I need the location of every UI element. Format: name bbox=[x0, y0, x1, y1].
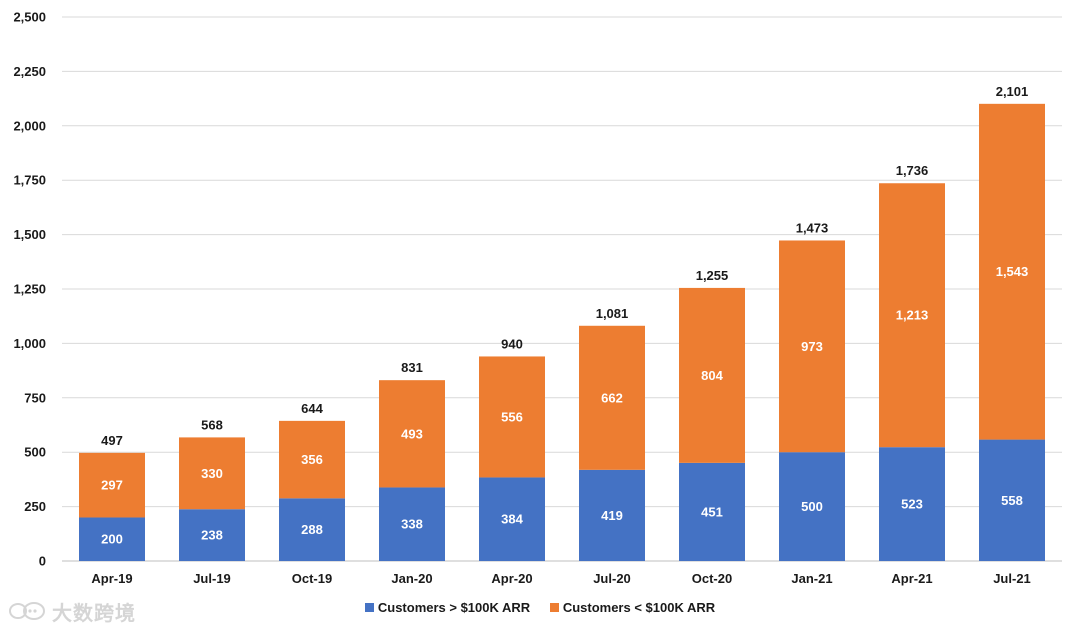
data-label: 451 bbox=[701, 504, 723, 519]
y-tick-label: 0 bbox=[39, 554, 46, 569]
bar-segment-above-100k bbox=[179, 509, 245, 561]
total-label: 1,736 bbox=[896, 163, 929, 178]
y-tick-label: 1,500 bbox=[13, 227, 46, 242]
total-label: 940 bbox=[501, 336, 523, 351]
data-label: 804 bbox=[701, 368, 723, 383]
total-label: 831 bbox=[401, 360, 423, 375]
data-label: 558 bbox=[1001, 493, 1023, 508]
data-label: 330 bbox=[201, 466, 223, 481]
data-label: 556 bbox=[501, 409, 523, 424]
legend-swatch-blue bbox=[364, 603, 374, 612]
legend-item-below-100k: Customers < $100K ARR bbox=[549, 600, 716, 615]
bar-segment-above-100k bbox=[579, 469, 645, 561]
y-axis: 0 250 500 750 1,000 1,250 1,500 1,750 2,000 2,250… bbox=[13, 10, 46, 569]
bar-segment-below-100k bbox=[979, 103, 1045, 440]
bar-segment-above-100k bbox=[779, 452, 845, 561]
bar-segment-above-100k bbox=[879, 447, 945, 561]
data-label: 384 bbox=[501, 512, 523, 527]
bar-segment-below-100k bbox=[79, 452, 145, 518]
y-tick-label: 2,000 bbox=[13, 118, 46, 133]
bar-segment-above-100k bbox=[79, 517, 145, 561]
total-label: 497 bbox=[101, 433, 123, 448]
legend-label: Customers > $100K ARR bbox=[377, 600, 531, 615]
bar-segment-above-100k bbox=[379, 487, 445, 561]
x-tick-label: Oct-19 bbox=[292, 571, 332, 586]
total-label: 568 bbox=[201, 417, 223, 432]
bar-segment-above-100k bbox=[279, 498, 345, 561]
x-tick-label: Apr-21 bbox=[891, 571, 932, 586]
x-tick-label: Apr-19 bbox=[91, 571, 132, 586]
total-label: 2,101 bbox=[996, 84, 1029, 99]
data-label: 500 bbox=[801, 499, 823, 514]
x-tick-label: Jan-20 bbox=[391, 571, 432, 586]
data-label: 1,213 bbox=[896, 308, 929, 323]
bar-segment-below-100k bbox=[279, 420, 345, 499]
watermark: 大数跨境 bbox=[8, 597, 136, 626]
bar-segment-below-100k bbox=[879, 183, 945, 448]
bar-segment-below-100k bbox=[679, 287, 745, 463]
data-label: 338 bbox=[401, 517, 423, 532]
bar-segment-above-100k bbox=[679, 462, 745, 561]
x-tick-label: Jul-20 bbox=[593, 571, 631, 586]
y-tick-label: 2,250 bbox=[13, 64, 46, 79]
x-tick-label: Oct-20 bbox=[692, 571, 732, 586]
y-tick-label: 250 bbox=[24, 499, 46, 514]
data-label: 288 bbox=[301, 522, 323, 537]
data-label: 662 bbox=[601, 390, 623, 405]
y-tick-label: 2,500 bbox=[13, 10, 46, 25]
watermark-text: 大数跨境 bbox=[52, 603, 136, 625]
total-label: 1,081 bbox=[596, 306, 629, 321]
x-tick-label: Jan-21 bbox=[791, 571, 832, 586]
x-tick-label: Jul-19 bbox=[193, 571, 231, 586]
x-axis: Apr-19 Jul-19 Oct-19 Jan-20 Apr-20 Jul-20 Oct-… bbox=[91, 571, 1030, 586]
data-label: 493 bbox=[401, 426, 423, 441]
y-tick-label: 1,750 bbox=[13, 173, 46, 188]
data-label: 419 bbox=[601, 508, 623, 523]
data-label: 1,543 bbox=[996, 264, 1029, 279]
chat-bubble-logo-icon bbox=[9, 601, 45, 620]
data-label: 523 bbox=[901, 497, 923, 512]
bar-segment-above-100k bbox=[479, 477, 545, 561]
bar-segment-below-100k bbox=[579, 325, 645, 470]
data-label: 356 bbox=[301, 452, 323, 467]
y-tick-label: 500 bbox=[24, 445, 46, 460]
total-label: 1,473 bbox=[796, 220, 829, 235]
legend-item-above-100k: Customers > $100K ARR bbox=[364, 600, 531, 615]
bar-segment-below-100k bbox=[479, 356, 545, 478]
data-label: 973 bbox=[801, 339, 823, 354]
bar-segment-above-100k bbox=[979, 439, 1045, 561]
total-label: 644 bbox=[301, 401, 323, 416]
data-label: 238 bbox=[201, 528, 223, 543]
y-tick-label: 1,250 bbox=[13, 282, 46, 297]
y-tick-label: 750 bbox=[24, 390, 46, 405]
legend-label: Customers < $100K ARR bbox=[562, 600, 716, 615]
bar-segment-below-100k bbox=[179, 437, 245, 510]
x-tick-label: Apr-20 bbox=[491, 571, 532, 586]
x-tick-label: Jul-21 bbox=[993, 571, 1031, 586]
legend-swatch-orange bbox=[549, 603, 559, 612]
legend: Customers > $100K ARR Customers < $100K … bbox=[0, 600, 1080, 615]
data-label: 200 bbox=[101, 532, 123, 547]
total-label: 1,255 bbox=[696, 268, 729, 283]
bar-segment-below-100k bbox=[779, 240, 845, 453]
y-tick-label: 1,000 bbox=[13, 336, 46, 351]
bars: 200 297 497 238 330 568 288 356 644 338 493 831 384 5… bbox=[79, 84, 1045, 561]
data-label: 297 bbox=[101, 478, 123, 493]
bar-segment-below-100k bbox=[379, 380, 445, 488]
chart: 0 250 500 750 1,000 1,250 1,500 1,750 2,000 2,250… bbox=[13, 10, 1062, 586]
